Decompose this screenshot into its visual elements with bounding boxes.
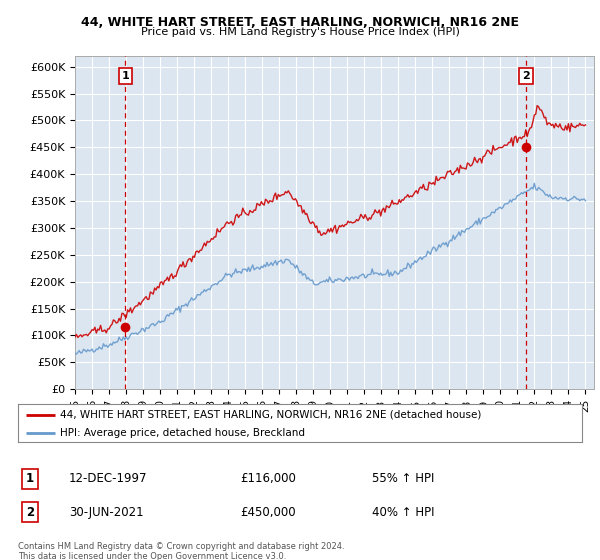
Text: 1: 1 [26,472,34,486]
Text: 30-JUN-2021: 30-JUN-2021 [69,506,143,519]
Text: 1: 1 [121,71,129,81]
Text: 44, WHITE HART STREET, EAST HARLING, NORWICH, NR16 2NE (detached house): 44, WHITE HART STREET, EAST HARLING, NOR… [60,410,482,420]
Text: HPI: Average price, detached house, Breckland: HPI: Average price, detached house, Brec… [60,428,305,438]
Text: Price paid vs. HM Land Registry's House Price Index (HPI): Price paid vs. HM Land Registry's House … [140,27,460,38]
Text: £450,000: £450,000 [240,506,296,519]
Text: 2: 2 [26,506,34,519]
Text: £116,000: £116,000 [240,472,296,486]
Text: 2: 2 [522,71,530,81]
Text: 40% ↑ HPI: 40% ↑ HPI [372,506,434,519]
Text: Contains HM Land Registry data © Crown copyright and database right 2024.
This d: Contains HM Land Registry data © Crown c… [18,542,344,560]
Text: 12-DEC-1997: 12-DEC-1997 [69,472,148,486]
Text: 44, WHITE HART STREET, EAST HARLING, NORWICH, NR16 2NE: 44, WHITE HART STREET, EAST HARLING, NOR… [81,16,519,29]
Text: 55% ↑ HPI: 55% ↑ HPI [372,472,434,486]
